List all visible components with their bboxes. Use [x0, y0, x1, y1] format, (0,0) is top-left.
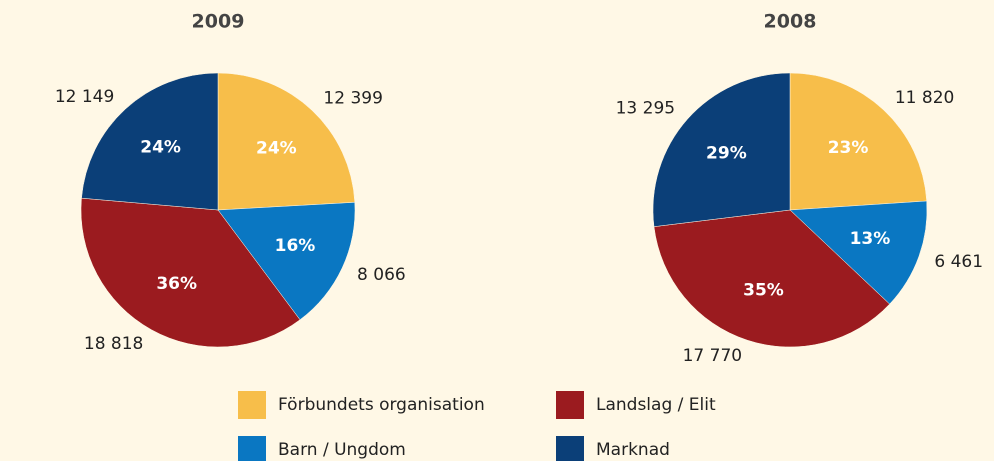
percentage-label: 23% — [828, 138, 869, 158]
legend-swatch — [238, 436, 266, 461]
legend-label: Förbundets organisation — [278, 395, 485, 415]
value-label: 8 066 — [357, 265, 406, 285]
percentage-label: 35% — [743, 281, 784, 301]
percentage-label: 36% — [156, 274, 197, 294]
pie-slice — [789, 200, 928, 305]
value-label: 18 818 — [84, 334, 143, 354]
legend-swatch — [556, 391, 584, 419]
value-label: 13 295 — [616, 98, 675, 118]
legend-label: Barn / Ungdom — [278, 440, 406, 460]
pie-slice — [652, 72, 791, 227]
value-label: 6 461 — [934, 252, 983, 272]
value-label: 11 820 — [895, 88, 954, 108]
percentage-label: 16% — [275, 236, 316, 256]
legend-swatch — [556, 436, 584, 461]
pie-slice — [789, 72, 927, 211]
value-label: 12 149 — [55, 87, 114, 107]
legend-label: Landslag / Elit — [596, 395, 716, 415]
percentage-label: 24% — [140, 137, 181, 157]
pie-slice — [80, 197, 301, 348]
pie-slice — [217, 202, 356, 321]
legend-label: Marknad — [596, 440, 670, 460]
value-label: 17 770 — [683, 346, 742, 366]
chart-title: 2009 — [192, 11, 245, 33]
pie-slice — [217, 72, 356, 211]
chart-title: 2008 — [764, 11, 817, 33]
value-label: 12 399 — [323, 89, 382, 109]
legend-swatch — [238, 391, 266, 419]
pie-slice — [81, 72, 219, 211]
percentage-label: 13% — [850, 229, 891, 249]
pie-slice — [653, 209, 890, 348]
percentage-label: 24% — [256, 138, 297, 158]
percentage-label: 29% — [706, 144, 747, 164]
